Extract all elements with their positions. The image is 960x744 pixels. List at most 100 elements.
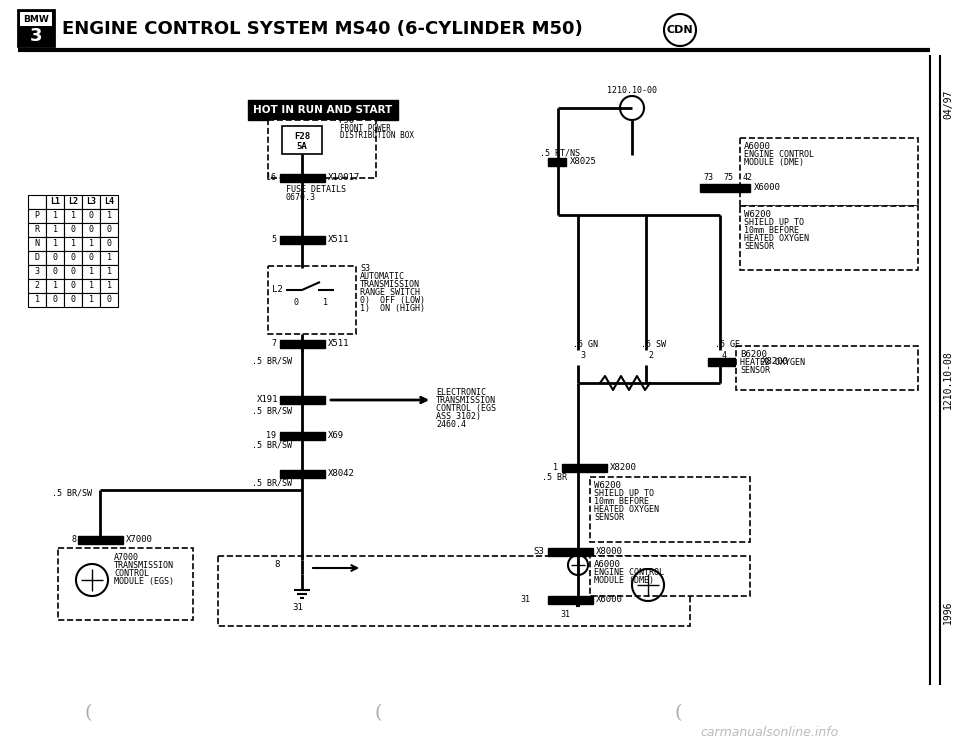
Text: ENGINE CONTROL: ENGINE CONTROL bbox=[744, 150, 814, 159]
Text: 0: 0 bbox=[88, 211, 93, 220]
Text: N: N bbox=[35, 240, 39, 248]
Bar bbox=[100, 293, 118, 307]
Text: L3: L3 bbox=[86, 197, 96, 207]
Bar bbox=[268, 266, 356, 334]
Bar bbox=[82, 237, 100, 251]
Text: 0: 0 bbox=[70, 295, 76, 304]
Text: A7000: A7000 bbox=[114, 553, 139, 562]
Text: SENSOR: SENSOR bbox=[744, 242, 774, 251]
Text: 1996: 1996 bbox=[943, 600, 953, 623]
Bar bbox=[218, 556, 690, 626]
Bar bbox=[18, 10, 54, 46]
Text: 10mm BEFORE: 10mm BEFORE bbox=[744, 226, 799, 235]
Text: X191: X191 bbox=[256, 396, 278, 405]
Bar bbox=[28, 293, 46, 307]
Text: 1: 1 bbox=[553, 464, 558, 472]
Bar bbox=[28, 223, 46, 237]
Bar bbox=[82, 209, 100, 223]
Text: X69: X69 bbox=[328, 432, 344, 440]
Text: FRONT POWER: FRONT POWER bbox=[340, 124, 391, 133]
Bar bbox=[280, 470, 325, 478]
Text: 16: 16 bbox=[266, 173, 276, 182]
Text: TRANSMISSION: TRANSMISSION bbox=[436, 396, 496, 405]
Text: 1: 1 bbox=[88, 240, 93, 248]
Bar bbox=[82, 251, 100, 265]
Text: W6200: W6200 bbox=[744, 210, 771, 219]
Text: 0: 0 bbox=[53, 254, 58, 263]
Text: 1: 1 bbox=[107, 268, 111, 277]
Text: 10mm BEFORE: 10mm BEFORE bbox=[594, 497, 649, 506]
Text: 0: 0 bbox=[53, 268, 58, 277]
Bar bbox=[708, 358, 758, 366]
Text: ENGINE CONTROL: ENGINE CONTROL bbox=[594, 568, 664, 577]
Bar bbox=[740, 206, 918, 270]
Bar bbox=[46, 265, 64, 279]
Bar bbox=[268, 120, 376, 178]
Bar bbox=[100, 195, 118, 209]
Text: X8200: X8200 bbox=[610, 464, 636, 472]
Bar bbox=[64, 209, 82, 223]
Text: 04/97: 04/97 bbox=[943, 90, 953, 119]
Bar bbox=[64, 293, 82, 307]
Bar bbox=[46, 251, 64, 265]
Text: X8025: X8025 bbox=[570, 158, 597, 167]
Text: HEATED OXYGEN: HEATED OXYGEN bbox=[594, 505, 659, 514]
Text: .5 BR/SW: .5 BR/SW bbox=[252, 478, 292, 487]
Bar bbox=[740, 138, 918, 206]
Text: 75: 75 bbox=[723, 173, 733, 182]
Text: CDN: CDN bbox=[666, 25, 693, 35]
Bar bbox=[28, 195, 46, 209]
Text: 5: 5 bbox=[271, 236, 276, 245]
Text: 0: 0 bbox=[70, 268, 76, 277]
Text: .5 RT/NS: .5 RT/NS bbox=[540, 148, 580, 157]
Text: 0: 0 bbox=[107, 240, 111, 248]
Text: 0: 0 bbox=[107, 225, 111, 234]
Text: 1: 1 bbox=[53, 281, 58, 290]
Text: 0: 0 bbox=[107, 295, 111, 304]
Text: .5 BR/SW: .5 BR/SW bbox=[252, 441, 292, 450]
Text: X511: X511 bbox=[328, 236, 349, 245]
Bar bbox=[280, 432, 325, 440]
Bar bbox=[46, 293, 64, 307]
Bar bbox=[82, 195, 100, 209]
Text: X7000: X7000 bbox=[126, 536, 153, 545]
Text: 3: 3 bbox=[35, 268, 39, 277]
Text: MODULE (EGS): MODULE (EGS) bbox=[114, 577, 174, 586]
Text: 5A: 5A bbox=[297, 142, 307, 151]
Text: CONTROL (EGS: CONTROL (EGS bbox=[436, 404, 496, 413]
Text: SHIELD UP TO: SHIELD UP TO bbox=[594, 489, 654, 498]
Bar bbox=[46, 237, 64, 251]
Text: 19: 19 bbox=[266, 432, 276, 440]
Text: TRANSMISSION: TRANSMISSION bbox=[114, 561, 174, 570]
Text: L4: L4 bbox=[104, 197, 114, 207]
Text: 8: 8 bbox=[274, 560, 279, 569]
Text: MODULE (DME): MODULE (DME) bbox=[594, 576, 654, 585]
Bar bbox=[64, 195, 82, 209]
Bar bbox=[64, 223, 82, 237]
Text: 1210.10-00: 1210.10-00 bbox=[607, 86, 657, 95]
Text: P: P bbox=[35, 211, 39, 220]
Text: 3: 3 bbox=[30, 27, 42, 45]
Bar bbox=[700, 184, 750, 192]
Text: .5 BR/SW: .5 BR/SW bbox=[252, 357, 292, 366]
Text: (: ( bbox=[374, 704, 382, 722]
Text: ASS 3102): ASS 3102) bbox=[436, 412, 481, 421]
Bar bbox=[82, 265, 100, 279]
Text: SENSOR: SENSOR bbox=[740, 366, 770, 375]
Bar bbox=[100, 251, 118, 265]
Text: B6200: B6200 bbox=[740, 350, 767, 359]
Text: 31: 31 bbox=[292, 603, 302, 612]
Bar bbox=[280, 236, 325, 244]
Bar bbox=[64, 265, 82, 279]
Text: S3: S3 bbox=[533, 548, 544, 557]
Text: P90: P90 bbox=[338, 116, 354, 125]
Bar bbox=[280, 396, 325, 404]
Text: 1: 1 bbox=[70, 240, 76, 248]
Text: HOT IN RUN AND START: HOT IN RUN AND START bbox=[253, 105, 393, 115]
Text: HEATED OXYGEN: HEATED OXYGEN bbox=[740, 358, 805, 367]
Text: W6200: W6200 bbox=[594, 481, 621, 490]
Text: 1: 1 bbox=[70, 211, 76, 220]
Text: .5 SW: .5 SW bbox=[641, 340, 666, 349]
Text: 7: 7 bbox=[271, 339, 276, 348]
Text: L1: L1 bbox=[50, 197, 60, 207]
